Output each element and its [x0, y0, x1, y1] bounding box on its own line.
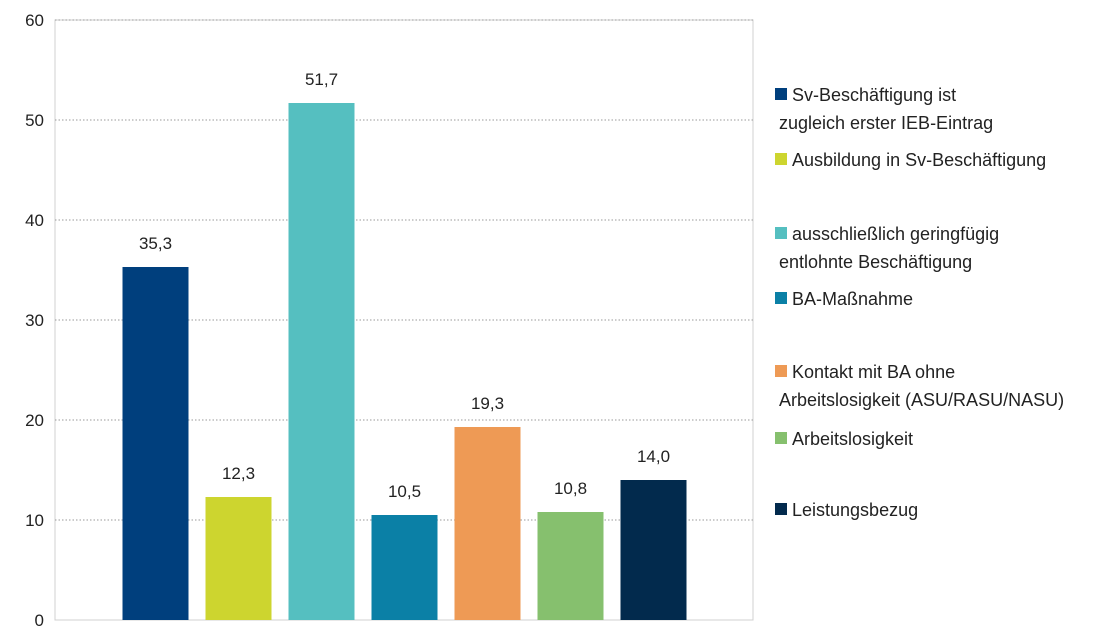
data-label: 51,7 — [305, 70, 338, 89]
bar — [620, 480, 687, 620]
y-tick-label: 10 — [25, 511, 44, 530]
legend-label: Ausbildung in Sv-Beschäftigung — [792, 150, 1046, 170]
legend-label: zugleich erster IEB-Eintrag — [779, 113, 993, 133]
legend-label: Sv-Beschäftigung ist — [792, 85, 956, 105]
legend-label: Leistungsbezug — [792, 500, 918, 520]
data-label: 35,3 — [139, 234, 172, 253]
data-label: 10,8 — [554, 479, 587, 498]
y-tick-label: 30 — [25, 311, 44, 330]
data-labels: 35,3 12,3 51,7 10,5 19,3 10,8 14,0 — [139, 70, 670, 501]
y-tick-label: 50 — [25, 111, 44, 130]
legend-swatch — [775, 227, 787, 239]
legend-swatch — [775, 153, 787, 165]
legend: Sv-Beschäftigung ist zugleich erster IEB-… — [775, 85, 1064, 520]
bars — [122, 103, 687, 620]
legend-label: Arbeitslosigkeit — [792, 429, 913, 449]
legend-swatch — [775, 292, 787, 304]
legend-swatch — [775, 365, 787, 377]
legend-label: Kontakt mit BA ohne — [792, 362, 955, 382]
y-tick-label: 20 — [25, 411, 44, 430]
data-label: 19,3 — [471, 394, 504, 413]
y-tick-label: 60 — [25, 11, 44, 30]
legend-swatch — [775, 88, 787, 100]
bar — [454, 427, 521, 620]
bar — [288, 103, 355, 620]
legend-label: entlohnte Beschäftigung — [779, 252, 972, 272]
legend-label: BA-Maßnahme — [792, 289, 913, 309]
legend-label: ausschließlich geringfügig — [792, 224, 999, 244]
legend-swatch — [775, 503, 787, 515]
bar — [205, 497, 272, 620]
legend-label: Arbeitslosigkeit (ASU/RASU/NASU) — [779, 390, 1064, 410]
y-axis: 0 10 20 30 40 50 60 — [25, 11, 44, 630]
bar — [371, 515, 438, 620]
data-label: 14,0 — [637, 447, 670, 466]
data-label: 12,3 — [222, 464, 255, 483]
bar — [122, 267, 189, 620]
y-tick-label: 0 — [35, 611, 44, 630]
bar — [537, 512, 604, 620]
legend-swatch — [775, 432, 787, 444]
data-label: 10,5 — [388, 482, 421, 501]
y-tick-label: 40 — [25, 211, 44, 230]
